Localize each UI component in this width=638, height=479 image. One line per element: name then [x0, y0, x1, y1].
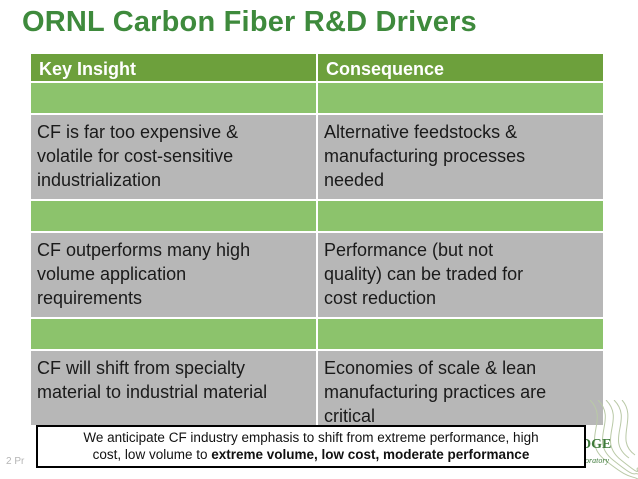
table-row: CF outperforms many high volume applicat…: [30, 232, 604, 318]
spacer-cell: [317, 82, 604, 114]
cell-line: cost reduction: [324, 288, 437, 308]
table-row: CF will shift from specialty material to…: [30, 350, 604, 426]
logo-subtext: boratory: [581, 456, 609, 465]
consequence-cell: Performance (but not quality) can be tra…: [317, 232, 604, 318]
table-header-row: Key Insight Consequence: [30, 53, 604, 82]
cell-line: volume application: [37, 264, 187, 284]
cell-line: Alternative feedstocks &: [324, 122, 518, 142]
key-insight-cell: CF is far too expensive & volatile for c…: [30, 114, 317, 200]
cell-line: volatile for cost-sensitive: [37, 146, 234, 166]
table-spacer-row: [30, 200, 604, 232]
cell-line: Performance (but not: [324, 240, 494, 260]
table-spacer-row: [30, 318, 604, 350]
spacer-cell: [30, 82, 317, 114]
cell-line: manufacturing practices are: [324, 382, 547, 402]
spacer-cell: [30, 200, 317, 232]
cell-line: quality) can be traded for: [324, 264, 524, 284]
cell-line: industrialization: [37, 170, 162, 190]
key-insight-cell: CF outperforms many high volume applicat…: [30, 232, 317, 318]
page-number: 2 Pr: [6, 456, 25, 467]
consequence-cell: Economies of scale & lean manufacturing …: [317, 350, 604, 426]
cell-line: requirements: [37, 288, 143, 308]
insight-table: Key Insight Consequence CF is far too ex…: [30, 53, 604, 426]
cell-line: material to industrial material: [37, 382, 268, 402]
key-insight-cell: CF will shift from specialty material to…: [30, 350, 317, 426]
cell-line: CF will shift from specialty: [37, 358, 246, 378]
spacer-cell: [30, 318, 317, 350]
cell-line: manufacturing processes: [324, 146, 526, 166]
cell-line: Economies of scale & lean: [324, 358, 537, 378]
spacer-cell: [317, 200, 604, 232]
column-header-key-insight: Key Insight: [30, 53, 317, 82]
table-row: CF is far too expensive & volatile for c…: [30, 114, 604, 200]
callout-line-1: We anticipate CF industry emphasis to sh…: [83, 430, 539, 445]
callout-bold-text: extreme volume, low cost, moderate perfo…: [211, 447, 530, 462]
table-spacer-row: [30, 82, 604, 114]
logo-text: DGE: [581, 437, 612, 452]
cell-line: needed: [324, 170, 385, 190]
slide-title: ORNL Carbon Fiber R&D Drivers: [22, 6, 477, 38]
cell-line: CF is far too expensive &: [37, 122, 239, 142]
cell-line: CF outperforms many high: [37, 240, 251, 260]
logo-contour-graphic: [589, 400, 638, 479]
column-header-consequence: Consequence: [317, 53, 604, 82]
callout-plain-text: cost, low volume to: [92, 447, 212, 462]
callout-line-2: cost, low volume to extreme volume, low …: [42, 446, 580, 463]
spacer-cell: [317, 318, 604, 350]
callout-box: We anticipate CF industry emphasis to sh…: [36, 425, 586, 468]
consequence-cell: Alternative feedstocks & manufacturing p…: [317, 114, 604, 200]
cell-line: critical: [324, 406, 376, 426]
